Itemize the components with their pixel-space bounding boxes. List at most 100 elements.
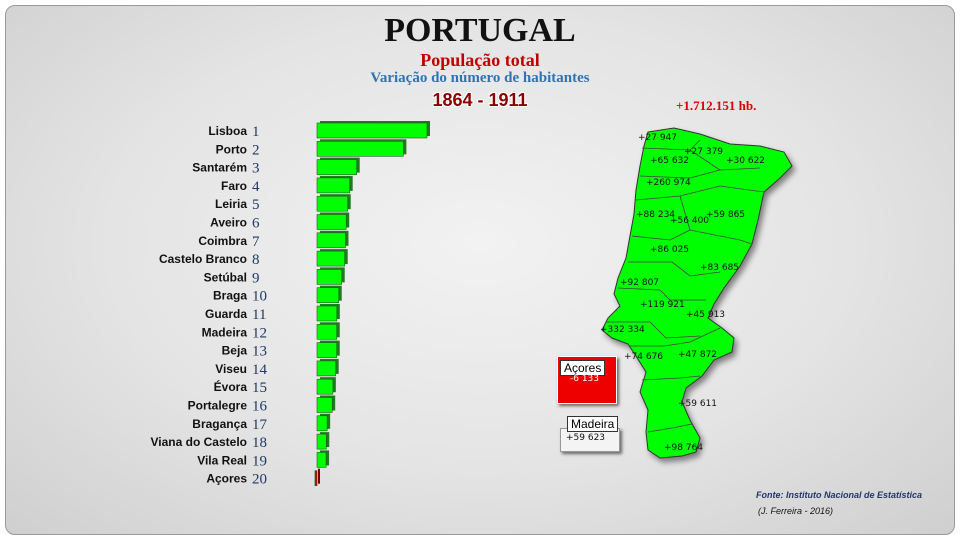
map-district-label: +27 379 <box>684 147 723 157</box>
category-label: Guarda <box>205 307 247 321</box>
bar-rect <box>316 159 357 175</box>
bar-rect <box>316 287 340 304</box>
bar-rect <box>316 397 333 413</box>
bar-rect <box>316 415 328 432</box>
map-district-label: +47 872 <box>678 350 717 360</box>
rank-label: 15 <box>252 380 267 396</box>
bar-16 <box>316 395 336 413</box>
bar-19 <box>316 450 330 468</box>
map-district-label: +59 611 <box>678 399 717 409</box>
category-label: Portalegre <box>188 399 248 413</box>
rank-label: 17 <box>252 417 268 433</box>
rank-label: 14 <box>252 362 268 378</box>
category-label: Porto <box>216 142 247 156</box>
rank-label: 18 <box>252 435 267 451</box>
rank-label: 12 <box>252 325 267 341</box>
madeira-value: +59 623 <box>566 433 606 443</box>
category-label: Viseu <box>215 362 247 376</box>
map-district-label: +332 334 <box>600 325 645 335</box>
map-district-label: +65 632 <box>650 156 689 166</box>
map-district-label: +86 025 <box>650 245 689 255</box>
rank-label: 5 <box>252 197 260 213</box>
bar-rect <box>316 452 327 468</box>
bar-17 <box>316 413 331 432</box>
rank-label: 19 <box>252 453 267 469</box>
total-growth-label: +1.712.151 hb. <box>676 98 757 113</box>
bar-20 <box>314 468 320 487</box>
bar-rect <box>316 122 428 139</box>
rank-label: 11 <box>252 307 266 323</box>
bar-3 <box>316 157 360 175</box>
map-district-label: +83 685 <box>700 263 739 273</box>
author-note: (J. Ferreira - 2016) <box>758 506 834 516</box>
category-label: Braga <box>213 289 247 303</box>
category-label: Évora <box>214 379 248 394</box>
rank-label: 2 <box>252 142 260 158</box>
bar-10 <box>316 285 342 304</box>
rank-label: 3 <box>252 161 260 177</box>
bar-side <box>317 468 320 484</box>
rank-label: 20 <box>252 472 267 488</box>
bar-4 <box>316 175 353 194</box>
bar-13 <box>316 340 340 358</box>
rank-label: 1 <box>252 124 260 140</box>
bar-rect <box>316 433 327 450</box>
bar-12 <box>316 322 340 340</box>
map-district-label: +56 400 <box>670 216 709 226</box>
map-district-label: +27 947 <box>638 133 677 143</box>
category-label: Aveiro <box>210 216 247 230</box>
bar-rect <box>316 269 343 285</box>
map-district-label: +59 865 <box>706 210 745 220</box>
rank-label: 7 <box>252 234 260 250</box>
slide-frame: PORTUGAL População total Variação do núm… <box>5 5 955 535</box>
bar-rect <box>316 342 338 358</box>
period-label: 1864 - 1911 <box>432 90 528 110</box>
category-label: Vila Real <box>197 453 247 467</box>
bar-15 <box>316 377 336 395</box>
map-district-label: +74 676 <box>624 352 663 362</box>
map-district-label: +119 921 <box>640 300 685 310</box>
bar-rect <box>316 195 349 212</box>
bar-8 <box>316 249 348 267</box>
rank-label: 16 <box>252 399 268 415</box>
bar-rect <box>316 232 346 249</box>
chart-description: Variação do número de habitantes <box>370 70 590 86</box>
bar-9 <box>316 267 345 285</box>
rank-label: 10 <box>252 289 267 305</box>
category-label: Madeira <box>202 325 248 339</box>
bar-rect <box>316 323 338 340</box>
bar-rect <box>316 360 336 377</box>
category-label: Leiria <box>215 197 247 211</box>
source-note: Fonte: Instituto Nacional de Estatística <box>756 490 923 500</box>
category-label: Santarém <box>192 161 247 175</box>
rank-label: 4 <box>252 179 260 195</box>
category-label: Viana do Castelo <box>151 435 247 449</box>
category-label: Faro <box>221 179 247 193</box>
madeira-label: Madeira <box>567 416 619 432</box>
bar-rect <box>316 250 345 267</box>
category-label: Coimbra <box>198 234 247 248</box>
bar-rect <box>316 141 404 157</box>
category-label: Lisboa <box>208 124 247 138</box>
bar-rect <box>316 214 347 230</box>
bar-18 <box>316 432 330 450</box>
map-district-label: +260 974 <box>646 178 691 188</box>
map-district-label: +98 764 <box>664 443 703 453</box>
acores-value: -6 133 <box>570 374 600 384</box>
category-label: Açores <box>206 472 247 486</box>
map-district-label: +88 234 <box>636 210 675 220</box>
bar-rect <box>316 177 350 194</box>
category-label: Setúbal <box>204 270 247 284</box>
bar-6 <box>316 212 350 230</box>
bar-rect <box>314 470 318 487</box>
bar-rect <box>316 378 334 395</box>
acores-label: Açores <box>560 360 606 376</box>
bar-14 <box>316 358 339 377</box>
rank-label: 6 <box>252 216 260 232</box>
bar-11 <box>316 304 340 322</box>
category-label: Castelo Branco <box>159 252 247 266</box>
rank-label: 9 <box>252 270 260 286</box>
map-district-label: +30 622 <box>726 156 765 166</box>
